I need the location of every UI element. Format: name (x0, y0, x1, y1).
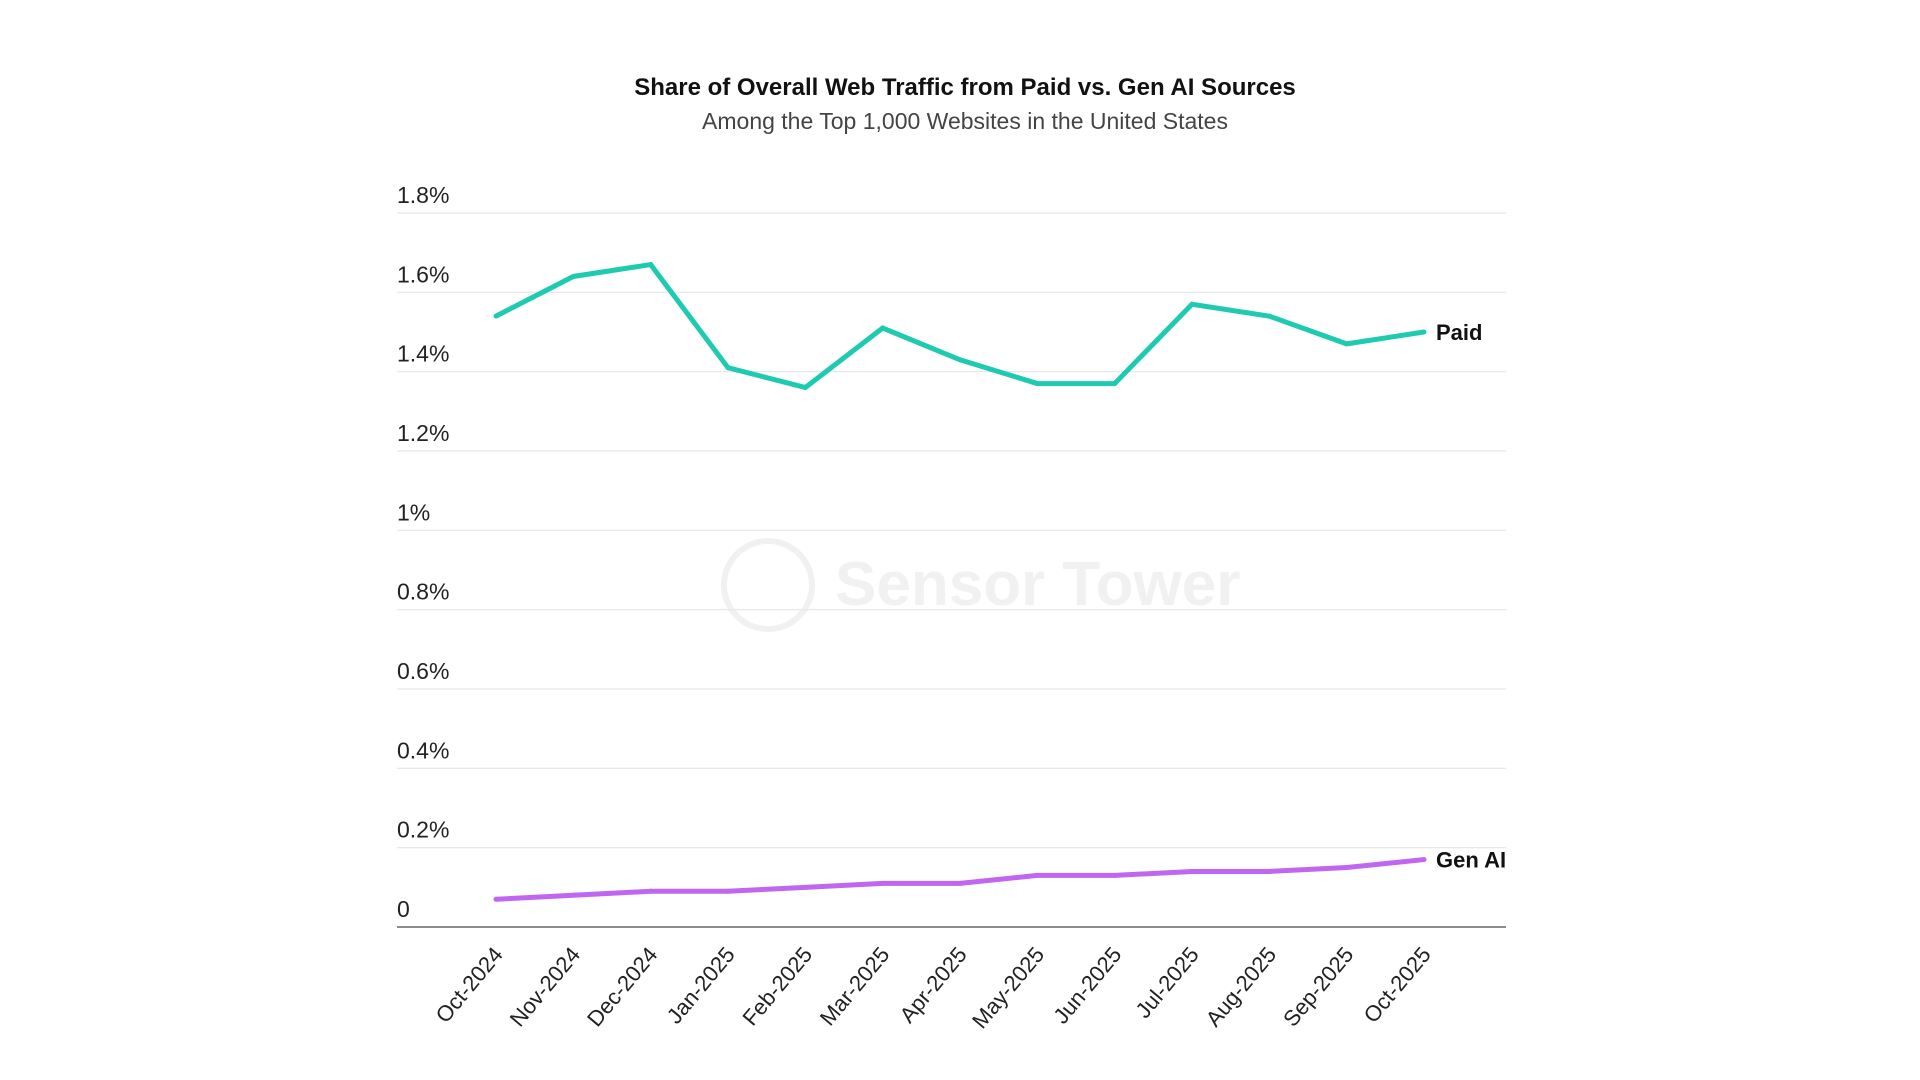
y-tick-label: 0.2% (397, 817, 449, 843)
data-point (1421, 329, 1427, 335)
x-tick-label: Oct-2025 (1359, 942, 1436, 1027)
data-point (1189, 301, 1195, 307)
watermark-logo-icon (721, 538, 815, 632)
y-tick-label: 1.4% (397, 341, 449, 367)
x-tick-label: Mar-2025 (815, 942, 895, 1030)
chart-subtitle: Among the Top 1,000 Websites in the Unit… (702, 108, 1228, 134)
x-tick-label: Oct-2024 (431, 942, 508, 1027)
data-point (725, 365, 731, 371)
y-tick-label: 1% (397, 499, 430, 525)
data-point (802, 385, 808, 391)
data-point (1266, 313, 1272, 319)
data-point (1112, 381, 1118, 387)
data-point (648, 262, 654, 268)
data-point (880, 880, 886, 886)
data-point (1344, 341, 1350, 347)
x-tick-label: May-2025 (967, 942, 1049, 1033)
x-tick-label: Sep-2025 (1278, 942, 1358, 1031)
data-point (493, 313, 499, 319)
series-line-paid (494, 261, 1425, 391)
x-tick-label: Jan-2025 (662, 942, 740, 1028)
data-point (1421, 857, 1427, 863)
watermark-text: Sensor Tower (835, 550, 1240, 619)
y-tick-label: 1.6% (397, 261, 449, 287)
y-tick-label: 0.6% (397, 658, 449, 684)
series-line-gen-ai (495, 857, 1425, 902)
series-label: Gen AI (1436, 848, 1506, 873)
series-label: Paid (1436, 320, 1482, 345)
data-point (957, 357, 963, 363)
x-tick-label: Jun-2025 (1048, 942, 1126, 1028)
x-tick-label: Aug-2025 (1201, 942, 1281, 1031)
y-tick-label: 0.4% (397, 737, 449, 763)
chart-title: Share of Overall Web Traffic from Paid v… (634, 74, 1296, 101)
y-tick-label: 1.2% (397, 420, 449, 446)
data-point (880, 325, 886, 331)
data-point (1266, 868, 1272, 874)
data-point (1189, 868, 1195, 874)
data-point (1344, 865, 1350, 870)
data-point (570, 892, 576, 898)
data-point (1034, 872, 1040, 878)
data-point (1112, 872, 1118, 878)
x-tick-label: Dec-2024 (582, 942, 662, 1031)
x-tick-label: Jul-2025 (1130, 942, 1203, 1023)
y-tick-label: 1.8% (397, 182, 449, 208)
data-point (570, 273, 576, 279)
data-point (493, 896, 499, 902)
data-point (957, 880, 963, 886)
data-point (802, 884, 808, 890)
y-tick-label: 0 (397, 896, 410, 922)
x-tick-label: Feb-2025 (737, 942, 817, 1030)
x-tick-label: Apr-2025 (894, 942, 971, 1027)
y-tick-label: 0.8% (397, 579, 449, 605)
data-point (725, 888, 731, 894)
x-tick-label: Nov-2024 (505, 942, 585, 1031)
data-point (1034, 381, 1040, 387)
data-point (648, 888, 654, 894)
